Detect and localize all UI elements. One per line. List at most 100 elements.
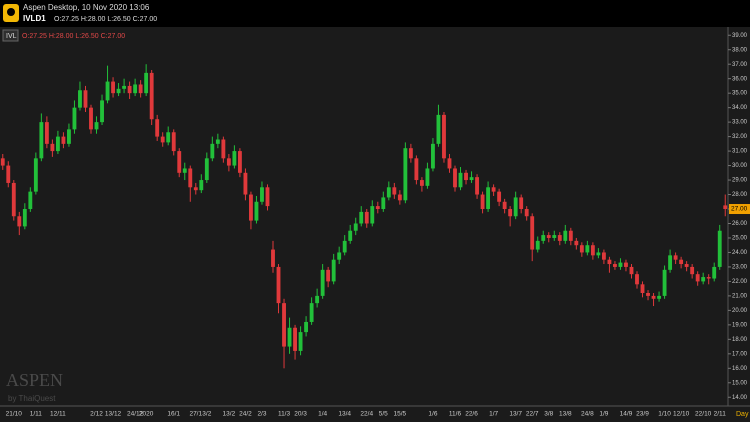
candle-body [237, 151, 242, 173]
candle-body [469, 177, 474, 181]
y-tick-label: 18.00 [732, 337, 748, 343]
candle-body [673, 255, 678, 260]
x-tick-label: 5/5 [379, 411, 388, 418]
candle-body [188, 168, 193, 188]
app-icon-mark [7, 8, 15, 16]
candle-body [28, 191, 33, 210]
candle-body [160, 136, 165, 143]
x-tick-label: 1/4 [318, 411, 327, 418]
y-tick-label: 20.00 [732, 308, 748, 314]
candle-body [315, 295, 320, 304]
candle-body [221, 139, 226, 159]
candle-body [353, 223, 358, 231]
candle-body [177, 151, 182, 173]
y-tick-label: 38.00 [732, 47, 748, 53]
candle-body [182, 168, 187, 173]
candle-body [690, 266, 695, 275]
candle-body [271, 249, 275, 267]
x-tick-label: 11/3 [278, 411, 291, 418]
last-price-label: 27.00 [731, 206, 748, 213]
x-tick-label: 11/6 [449, 411, 462, 418]
candle-body [0, 158, 5, 166]
candle-body [72, 107, 77, 130]
chart-quote: O:27.25 H:28.00 L:26.50 C:27.00 [22, 33, 125, 40]
candle-body [39, 122, 44, 159]
y-tick-label: 28.00 [732, 192, 748, 198]
candle-body [298, 332, 303, 351]
x-tick-label: 2/12 [90, 411, 103, 418]
candle-body [155, 119, 160, 137]
candle-body [304, 321, 309, 333]
candle-body [486, 187, 491, 210]
candle-body [712, 266, 717, 279]
candle-body [116, 88, 121, 94]
candle-body [89, 107, 93, 130]
candle-body [618, 262, 623, 267]
candle-body [425, 168, 430, 186]
candle-body [243, 172, 248, 195]
period[interactable]: Day [736, 411, 749, 418]
candle-body [138, 84, 143, 94]
candle-body [215, 139, 220, 144]
x-tick-label: 20/3 [294, 411, 307, 418]
candle-body [282, 303, 286, 347]
y-tick-label: 29.00 [732, 178, 748, 184]
last-price-box [729, 204, 750, 215]
candle-body [436, 114, 441, 144]
candle-body [144, 72, 149, 94]
candle-body [337, 252, 342, 260]
candle-body [442, 114, 446, 159]
candle-body [210, 143, 215, 159]
candle-body [127, 85, 132, 94]
candle-body [100, 100, 104, 123]
candle-body [83, 90, 88, 108]
x-tick-label: 22/10 [695, 411, 712, 418]
candle-body [265, 187, 270, 207]
candle-body [320, 269, 325, 296]
x-tick-label: 1/9 [599, 411, 608, 418]
candle-body [122, 85, 127, 89]
candle-body [50, 143, 55, 152]
candle-body [502, 201, 507, 210]
candle-body [94, 122, 99, 130]
y-tick-label: 21.00 [732, 293, 748, 299]
candle-body [397, 194, 402, 201]
candle-body [640, 284, 645, 293]
candle-body [574, 240, 579, 246]
candle-body [22, 209, 27, 227]
y-tick-label: 30.00 [732, 163, 748, 169]
candle-body [386, 187, 391, 198]
x-tick-label: 2/3 [257, 411, 266, 418]
x-tick-label: 22/6 [465, 411, 478, 418]
candle-body [287, 327, 292, 347]
chart-symbol: IVL [6, 33, 17, 40]
candle-body [11, 182, 16, 217]
y-tick-label: 17.00 [732, 351, 748, 357]
x-tick-label: 2/11 [714, 411, 727, 418]
candle-body [717, 230, 722, 267]
candle-body [563, 230, 568, 241]
candle-body [519, 197, 524, 210]
x-tick-label: 3/8 [544, 411, 553, 418]
x-tick-label: 1/11 [30, 411, 43, 418]
y-tick-label: 33.00 [732, 120, 748, 126]
candle-body [579, 245, 584, 253]
candle-body [408, 148, 413, 159]
x-tick-label: 24/12 [127, 411, 144, 418]
candle-body [232, 151, 237, 166]
candle-body [44, 122, 49, 144]
candle-body [513, 197, 518, 217]
candle-body [635, 274, 639, 285]
symbol-box[interactable] [2, 29, 19, 42]
candle-body [199, 180, 204, 191]
candle-body [260, 187, 264, 202]
candle-body [33, 158, 38, 192]
candle-body [530, 216, 535, 250]
candle-body [524, 209, 529, 217]
candle-body [17, 216, 22, 227]
candle-body [331, 259, 336, 282]
y-tick-label: 23.00 [732, 265, 748, 271]
x-tick-label: 15/5 [394, 411, 407, 418]
x-tick-label: 12/10 [673, 411, 690, 418]
